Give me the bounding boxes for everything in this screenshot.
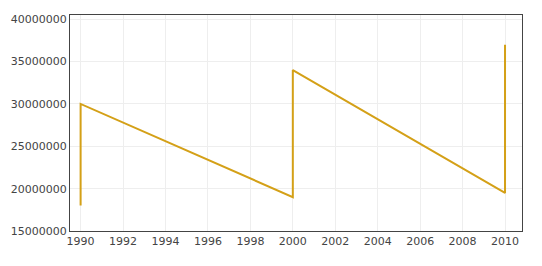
svg-text:30000000: 30000000 (11, 98, 67, 111)
svg-text:1990: 1990 (67, 235, 95, 248)
svg-text:2010: 2010 (491, 235, 519, 248)
svg-text:2000: 2000 (279, 235, 307, 248)
svg-text:1992: 1992 (109, 235, 137, 248)
svg-text:25000000: 25000000 (11, 140, 67, 153)
svg-text:1998: 1998 (236, 235, 264, 248)
svg-text:20000000: 20000000 (11, 183, 67, 196)
svg-text:2002: 2002 (321, 235, 349, 248)
svg-text:15000000: 15000000 (11, 225, 67, 238)
svg-text:2004: 2004 (364, 235, 392, 248)
svg-text:2006: 2006 (406, 235, 434, 248)
svg-text:1996: 1996 (194, 235, 222, 248)
svg-text:40000000: 40000000 (11, 13, 67, 26)
svg-text:1994: 1994 (151, 235, 179, 248)
svg-text:35000000: 35000000 (11, 55, 67, 68)
svg-text:2008: 2008 (449, 235, 477, 248)
